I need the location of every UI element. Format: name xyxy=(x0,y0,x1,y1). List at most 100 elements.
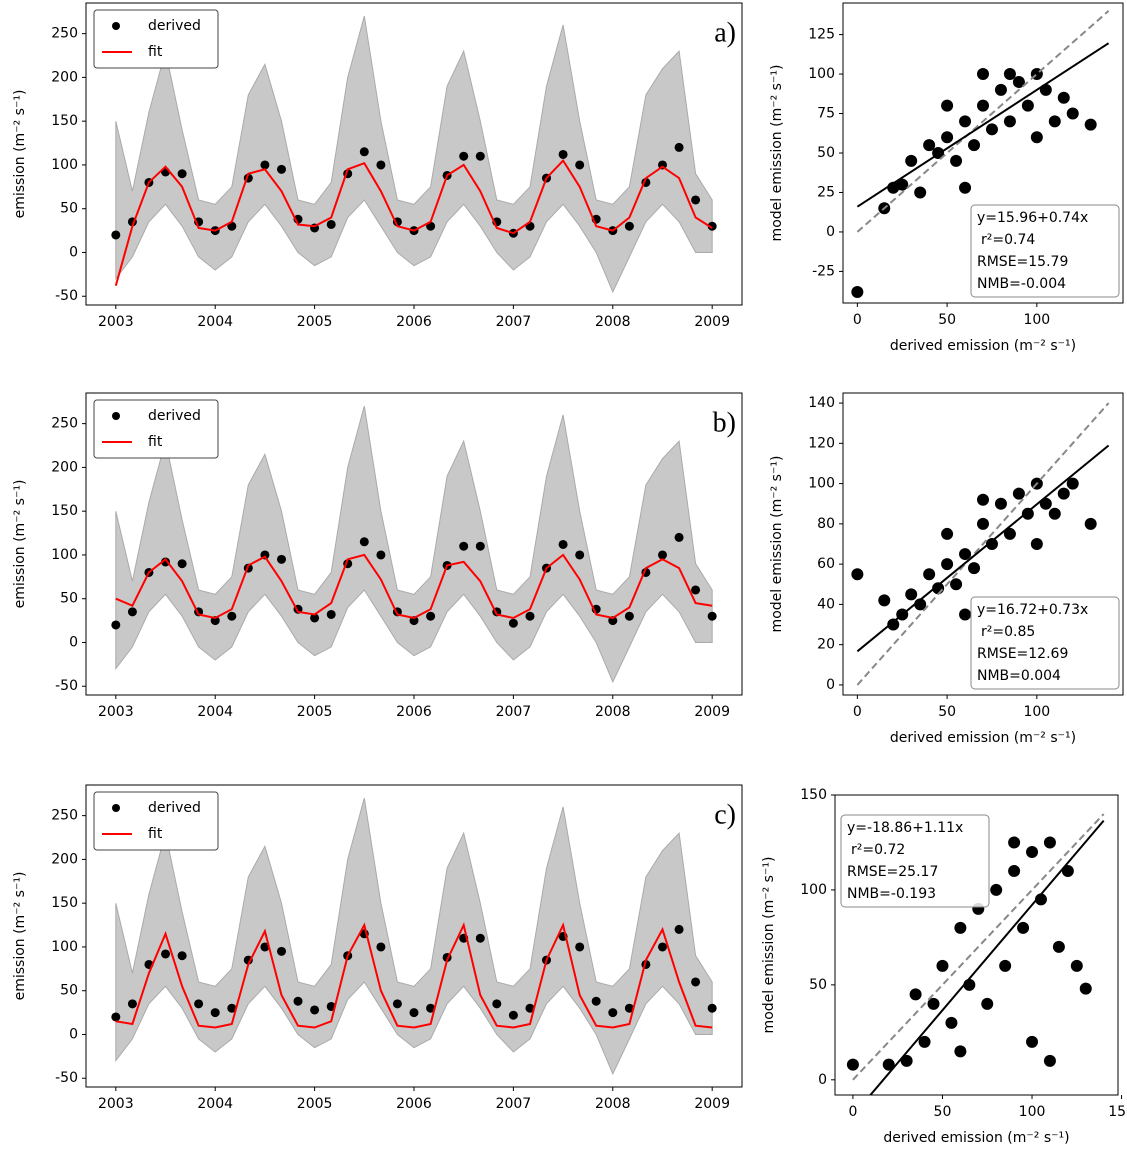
y-axis-label: model emission (m⁻² s⁻¹) xyxy=(761,857,777,1034)
y-tick-label: 200 xyxy=(51,69,78,85)
derived-point xyxy=(260,942,270,952)
x-tick-label: 2003 xyxy=(98,704,134,720)
x-axis-label: derived emission (m⁻² s⁻¹) xyxy=(890,730,1076,746)
scatter-point xyxy=(985,538,998,550)
stats-text: NMB=0.004 xyxy=(977,668,1061,684)
derived-point xyxy=(426,1003,436,1013)
scatter-point xyxy=(918,1035,931,1048)
legend-label: derived xyxy=(148,408,201,424)
scatter-point xyxy=(994,83,1007,96)
range-band xyxy=(115,405,713,684)
x-axis-label: derived emission (m⁻² s⁻¹) xyxy=(883,1130,1069,1146)
scatter-point xyxy=(900,1054,913,1067)
derived-point xyxy=(691,585,701,595)
scatter-point xyxy=(981,997,994,1010)
derived-point xyxy=(558,539,568,549)
y-tick-label: 125 xyxy=(808,27,835,43)
derived-point xyxy=(492,999,502,1009)
stats-text: y=15.96+0.74x xyxy=(977,210,1088,226)
derived-point xyxy=(376,160,386,170)
derived-point xyxy=(376,550,386,560)
stats-text: y=16.72+0.73x xyxy=(977,602,1088,618)
derived-point xyxy=(575,550,585,560)
derived-point xyxy=(426,611,436,621)
y-axis-label: model emission (m⁻² s⁻¹) xyxy=(769,456,785,633)
plot-area xyxy=(111,15,717,294)
scatter-point xyxy=(959,548,972,561)
x-tick-label: 2009 xyxy=(694,314,730,330)
scatter-point xyxy=(1079,982,1092,995)
stats-text: NMB=-0.004 xyxy=(977,276,1066,292)
scatter-point xyxy=(1030,131,1043,144)
scatter-point xyxy=(851,568,864,581)
y-tick-label: 0 xyxy=(826,224,835,240)
scatter-point xyxy=(1003,527,1016,540)
x-tick-label: 0 xyxy=(848,1104,857,1120)
derived-point xyxy=(310,613,320,623)
legend-label: fit xyxy=(148,44,163,60)
scatter-point xyxy=(1008,836,1021,849)
stats-text: RMSE=25.17 xyxy=(847,864,938,880)
scatter-point xyxy=(1012,75,1025,88)
stats-text: r²=0.85 xyxy=(981,624,1035,640)
y-tick-label: -50 xyxy=(55,1070,78,1086)
derived-point xyxy=(657,942,667,952)
derived-point xyxy=(691,195,701,205)
scatter-point xyxy=(923,139,936,152)
derived-point xyxy=(674,924,684,934)
fit-line xyxy=(115,553,713,620)
derived-point xyxy=(177,951,187,961)
legend-marker xyxy=(112,22,120,30)
x-tick-label: 50 xyxy=(938,704,956,720)
panel-label: a) xyxy=(714,17,736,48)
y-tick-label: 250 xyxy=(51,26,78,42)
x-tick-label: 2007 xyxy=(496,1096,532,1112)
panel-label: b) xyxy=(713,407,736,438)
y-tick-label: 100 xyxy=(808,66,835,82)
x-tick-label: 2008 xyxy=(595,314,631,330)
x-tick-label: 2008 xyxy=(595,1096,631,1112)
y-tick-label: 50 xyxy=(60,591,78,607)
derived-point xyxy=(111,230,121,240)
derived-point xyxy=(210,1008,220,1018)
derived-point xyxy=(624,1003,634,1013)
scatter-point xyxy=(1066,477,1079,490)
y-tick-label: 200 xyxy=(51,459,78,475)
y-tick-label: 50 xyxy=(817,145,835,161)
derived-point xyxy=(409,1008,419,1018)
x-tick-label: 2009 xyxy=(694,704,730,720)
derived-point xyxy=(293,996,303,1006)
scatter-point xyxy=(914,186,927,199)
scatter-point xyxy=(968,139,981,152)
scatter-point xyxy=(1039,497,1052,510)
derived-point xyxy=(475,541,485,551)
x-axis-label: derived emission (m⁻² s⁻¹) xyxy=(890,338,1076,354)
y-tick-label: 75 xyxy=(817,106,835,122)
scatter-point xyxy=(1003,68,1016,81)
x-tick-label: 2008 xyxy=(595,704,631,720)
x-tick-label: 2004 xyxy=(197,704,233,720)
derived-point xyxy=(359,147,369,157)
derived-point xyxy=(227,611,237,621)
stats-box xyxy=(970,204,1120,298)
derived-point xyxy=(277,554,287,564)
scatter-point xyxy=(1061,864,1074,877)
derived-point xyxy=(575,942,585,952)
y-tick-label: 0 xyxy=(69,1026,78,1042)
y-tick-label: 60 xyxy=(817,556,835,572)
scatter-point xyxy=(1021,507,1034,520)
range-band xyxy=(115,15,713,294)
derived-point xyxy=(177,169,187,179)
derived-point xyxy=(177,559,187,569)
stats-text: y=-18.86+1.11x xyxy=(847,820,963,836)
scatter-point xyxy=(950,578,963,591)
y-tick-label: 0 xyxy=(818,1072,827,1088)
scatter-point xyxy=(977,68,989,81)
y-tick-label: 50 xyxy=(809,977,827,993)
derived-point xyxy=(508,618,518,628)
derived-point xyxy=(475,933,485,943)
derived-point xyxy=(707,221,717,231)
x-tick-label: 50 xyxy=(938,312,956,328)
derived-point xyxy=(624,221,634,231)
